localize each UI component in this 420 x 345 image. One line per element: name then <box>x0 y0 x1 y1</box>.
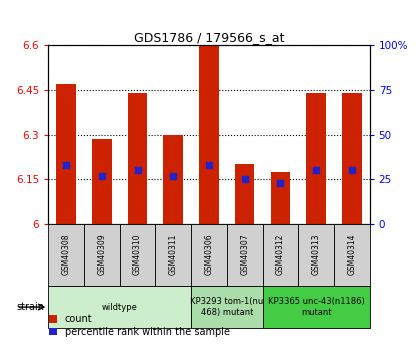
Text: wildtype: wildtype <box>102 303 138 312</box>
Text: GSM40313: GSM40313 <box>312 233 320 275</box>
Point <box>241 177 248 182</box>
FancyBboxPatch shape <box>191 224 227 286</box>
Bar <box>128 93 147 224</box>
FancyBboxPatch shape <box>191 286 262 328</box>
Bar <box>235 165 255 224</box>
Point <box>134 168 141 173</box>
FancyBboxPatch shape <box>48 286 191 328</box>
Point <box>170 173 177 179</box>
FancyBboxPatch shape <box>155 224 191 286</box>
Text: GSM40311: GSM40311 <box>169 233 178 275</box>
Text: GSM40310: GSM40310 <box>133 233 142 275</box>
FancyBboxPatch shape <box>298 224 334 286</box>
FancyBboxPatch shape <box>262 224 298 286</box>
Legend: count, percentile rank within the sample: count, percentile rank within the sample <box>49 314 229 337</box>
FancyBboxPatch shape <box>227 224 262 286</box>
Text: KP3365 unc-43(n1186)
mutant: KP3365 unc-43(n1186) mutant <box>268 297 365 317</box>
Text: KP3293 tom-1(nu
468) mutant: KP3293 tom-1(nu 468) mutant <box>190 297 263 317</box>
Text: GSM40309: GSM40309 <box>97 233 106 275</box>
Text: GSM40307: GSM40307 <box>240 233 249 275</box>
Text: strain: strain <box>16 302 44 312</box>
FancyBboxPatch shape <box>262 286 370 328</box>
Text: GSM40306: GSM40306 <box>205 233 213 275</box>
Bar <box>306 93 326 224</box>
Text: GSM40308: GSM40308 <box>62 233 71 275</box>
FancyBboxPatch shape <box>334 224 370 286</box>
Point <box>98 173 105 179</box>
Bar <box>56 84 76 224</box>
FancyBboxPatch shape <box>84 224 120 286</box>
Bar <box>342 93 362 224</box>
Bar <box>199 45 219 224</box>
Bar <box>163 135 183 224</box>
Title: GDS1786 / 179566_s_at: GDS1786 / 179566_s_at <box>134 31 284 44</box>
Point <box>349 168 355 173</box>
Bar <box>270 172 290 224</box>
FancyBboxPatch shape <box>120 224 155 286</box>
Bar <box>92 139 112 224</box>
Text: GSM40312: GSM40312 <box>276 233 285 275</box>
Text: GSM40314: GSM40314 <box>347 233 356 275</box>
Point <box>206 162 212 168</box>
Point <box>63 162 70 168</box>
Point <box>312 168 319 173</box>
FancyBboxPatch shape <box>48 224 84 286</box>
Point <box>277 180 284 186</box>
